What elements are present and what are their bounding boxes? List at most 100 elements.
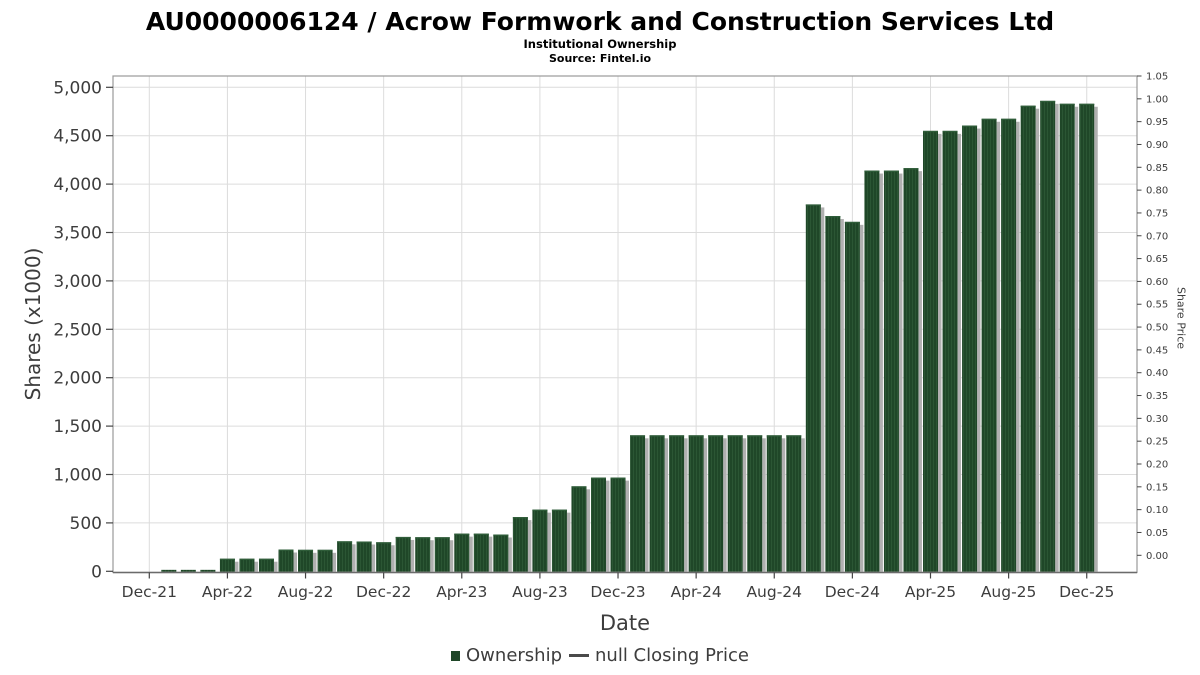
bar-Dec-24[interactable] — [844, 221, 860, 572]
bar-Mar-22[interactable] — [200, 569, 216, 572]
bar-top-edge — [551, 509, 567, 511]
y2-tick-label: 0.45 — [1146, 345, 1168, 356]
bar-shadow — [996, 121, 1001, 572]
bar-Feb-22[interactable] — [180, 569, 196, 572]
bar-shadow — [742, 438, 747, 572]
y2-tick-label: 0.85 — [1146, 163, 1168, 174]
bar-Mar-23[interactable] — [434, 537, 450, 572]
y2-tick-label: 0.80 — [1146, 186, 1168, 197]
y2-tick-label: 0.40 — [1146, 368, 1168, 379]
bar-May-23[interactable] — [473, 533, 489, 572]
closing-price-line-icon — [569, 654, 590, 657]
bar-Nov-23[interactable] — [590, 477, 606, 572]
bar-Jan-22[interactable] — [161, 569, 177, 572]
bar-top-edge — [883, 170, 899, 172]
bar-top-edge — [1040, 100, 1056, 103]
bar-Oct-22[interactable] — [337, 541, 353, 572]
bar-Jun-23[interactable] — [493, 534, 509, 572]
bar-May-25[interactable] — [942, 130, 958, 572]
bar-Apr-22[interactable] — [219, 558, 235, 572]
bar-Jul-24[interactable] — [747, 435, 763, 572]
bar-top-edge — [298, 549, 314, 552]
bar-Jan-23[interactable] — [395, 536, 411, 572]
bar-Nov-24[interactable] — [825, 216, 841, 572]
bar-shadow — [254, 561, 258, 572]
bar-shadow — [977, 128, 981, 572]
bar-shadow — [1016, 121, 1020, 572]
bar-shadow — [645, 438, 649, 572]
bar-Jan-24[interactable] — [630, 435, 646, 572]
bar-shadow — [1055, 103, 1059, 572]
bar-top-edge — [649, 435, 665, 437]
bar-Mar-24[interactable] — [669, 435, 685, 572]
x-tick-label: Dec-21 — [122, 583, 177, 601]
bar-top-edge — [786, 435, 802, 437]
bar-top-edge — [669, 435, 685, 437]
bar-Aug-24[interactable] — [766, 435, 782, 572]
bar-Oct-25[interactable] — [1040, 100, 1056, 572]
y2-tick-label: 0.25 — [1146, 437, 1168, 448]
bar-top-edge — [239, 558, 255, 561]
bar-Sep-22[interactable] — [317, 549, 333, 572]
legend-item-ownership[interactable]: Ownership — [451, 645, 562, 666]
bar-Aug-25[interactable] — [1001, 118, 1017, 572]
bar-Oct-24[interactable] — [805, 204, 821, 572]
bar-Jul-25[interactable] — [981, 118, 997, 572]
bar-Feb-24[interactable] — [649, 435, 665, 572]
bar-shadow — [234, 561, 239, 572]
bar-shadow — [391, 545, 395, 572]
bar-shadow — [820, 207, 825, 572]
bar-shadow — [430, 540, 434, 572]
bar-Jun-22[interactable] — [258, 558, 274, 572]
bar-top-edge — [337, 541, 353, 543]
x-tick-label: Dec-22 — [356, 583, 411, 601]
bar-top-edge — [356, 541, 372, 543]
bar-shadow — [1035, 108, 1040, 572]
x-tick-label: Aug-22 — [278, 583, 334, 601]
bar-Feb-25[interactable] — [883, 170, 899, 572]
bar-shadow — [840, 219, 844, 572]
bar-May-22[interactable] — [239, 558, 255, 572]
bar-Jun-25[interactable] — [962, 125, 978, 572]
bar-Nov-22[interactable] — [356, 541, 372, 572]
bar-Apr-23[interactable] — [454, 533, 470, 572]
bar-Apr-24[interactable] — [688, 435, 704, 572]
y2-tick-label: 0.20 — [1146, 460, 1168, 471]
bar-Jun-24[interactable] — [727, 435, 743, 572]
x-tick-label: Aug-23 — [512, 583, 568, 601]
bar-top-edge — [1001, 118, 1017, 121]
bar-top-edge — [317, 549, 333, 552]
bar-top-edge — [571, 486, 587, 488]
bar-Nov-25[interactable] — [1059, 103, 1075, 572]
bar-Dec-25[interactable] — [1079, 103, 1095, 572]
bar-Aug-22[interactable] — [298, 549, 314, 572]
y2-tick-label: 0.60 — [1146, 277, 1168, 288]
bar-Sep-25[interactable] — [1020, 105, 1036, 572]
y2-tick-label: 0.95 — [1146, 117, 1168, 128]
bar-shadow — [781, 438, 786, 572]
y-tick-label: 0 — [91, 562, 102, 582]
legend: Ownership null Closing Price — [0, 645, 1200, 666]
bar-Sep-24[interactable] — [786, 435, 802, 572]
bar-shadow — [801, 438, 805, 572]
bar-Jul-22[interactable] — [278, 549, 294, 572]
bar-Jul-23[interactable] — [512, 517, 528, 572]
bar-Apr-25[interactable] — [923, 130, 938, 572]
bar-Jan-25[interactable] — [864, 170, 880, 572]
bar-Dec-23[interactable] — [610, 477, 626, 572]
bar-Aug-23[interactable] — [532, 509, 548, 572]
bar-May-24[interactable] — [708, 435, 724, 572]
y-tick-label: 5,000 — [53, 78, 102, 98]
y-tick-label: 3,500 — [53, 224, 102, 244]
x-tick-label: Dec-23 — [590, 583, 645, 601]
legend-item-closing-price[interactable]: null Closing Price — [569, 645, 749, 666]
y2-tick-label: 0.90 — [1146, 140, 1168, 151]
bar-Mar-25[interactable] — [903, 168, 919, 572]
bar-Sep-23[interactable] — [551, 509, 567, 572]
bar-Feb-23[interactable] — [415, 537, 431, 572]
bar-Dec-22[interactable] — [376, 542, 392, 572]
y-tick-label: 2,500 — [53, 320, 102, 340]
bar-Oct-23[interactable] — [571, 486, 587, 572]
bar-shadow — [684, 438, 688, 572]
